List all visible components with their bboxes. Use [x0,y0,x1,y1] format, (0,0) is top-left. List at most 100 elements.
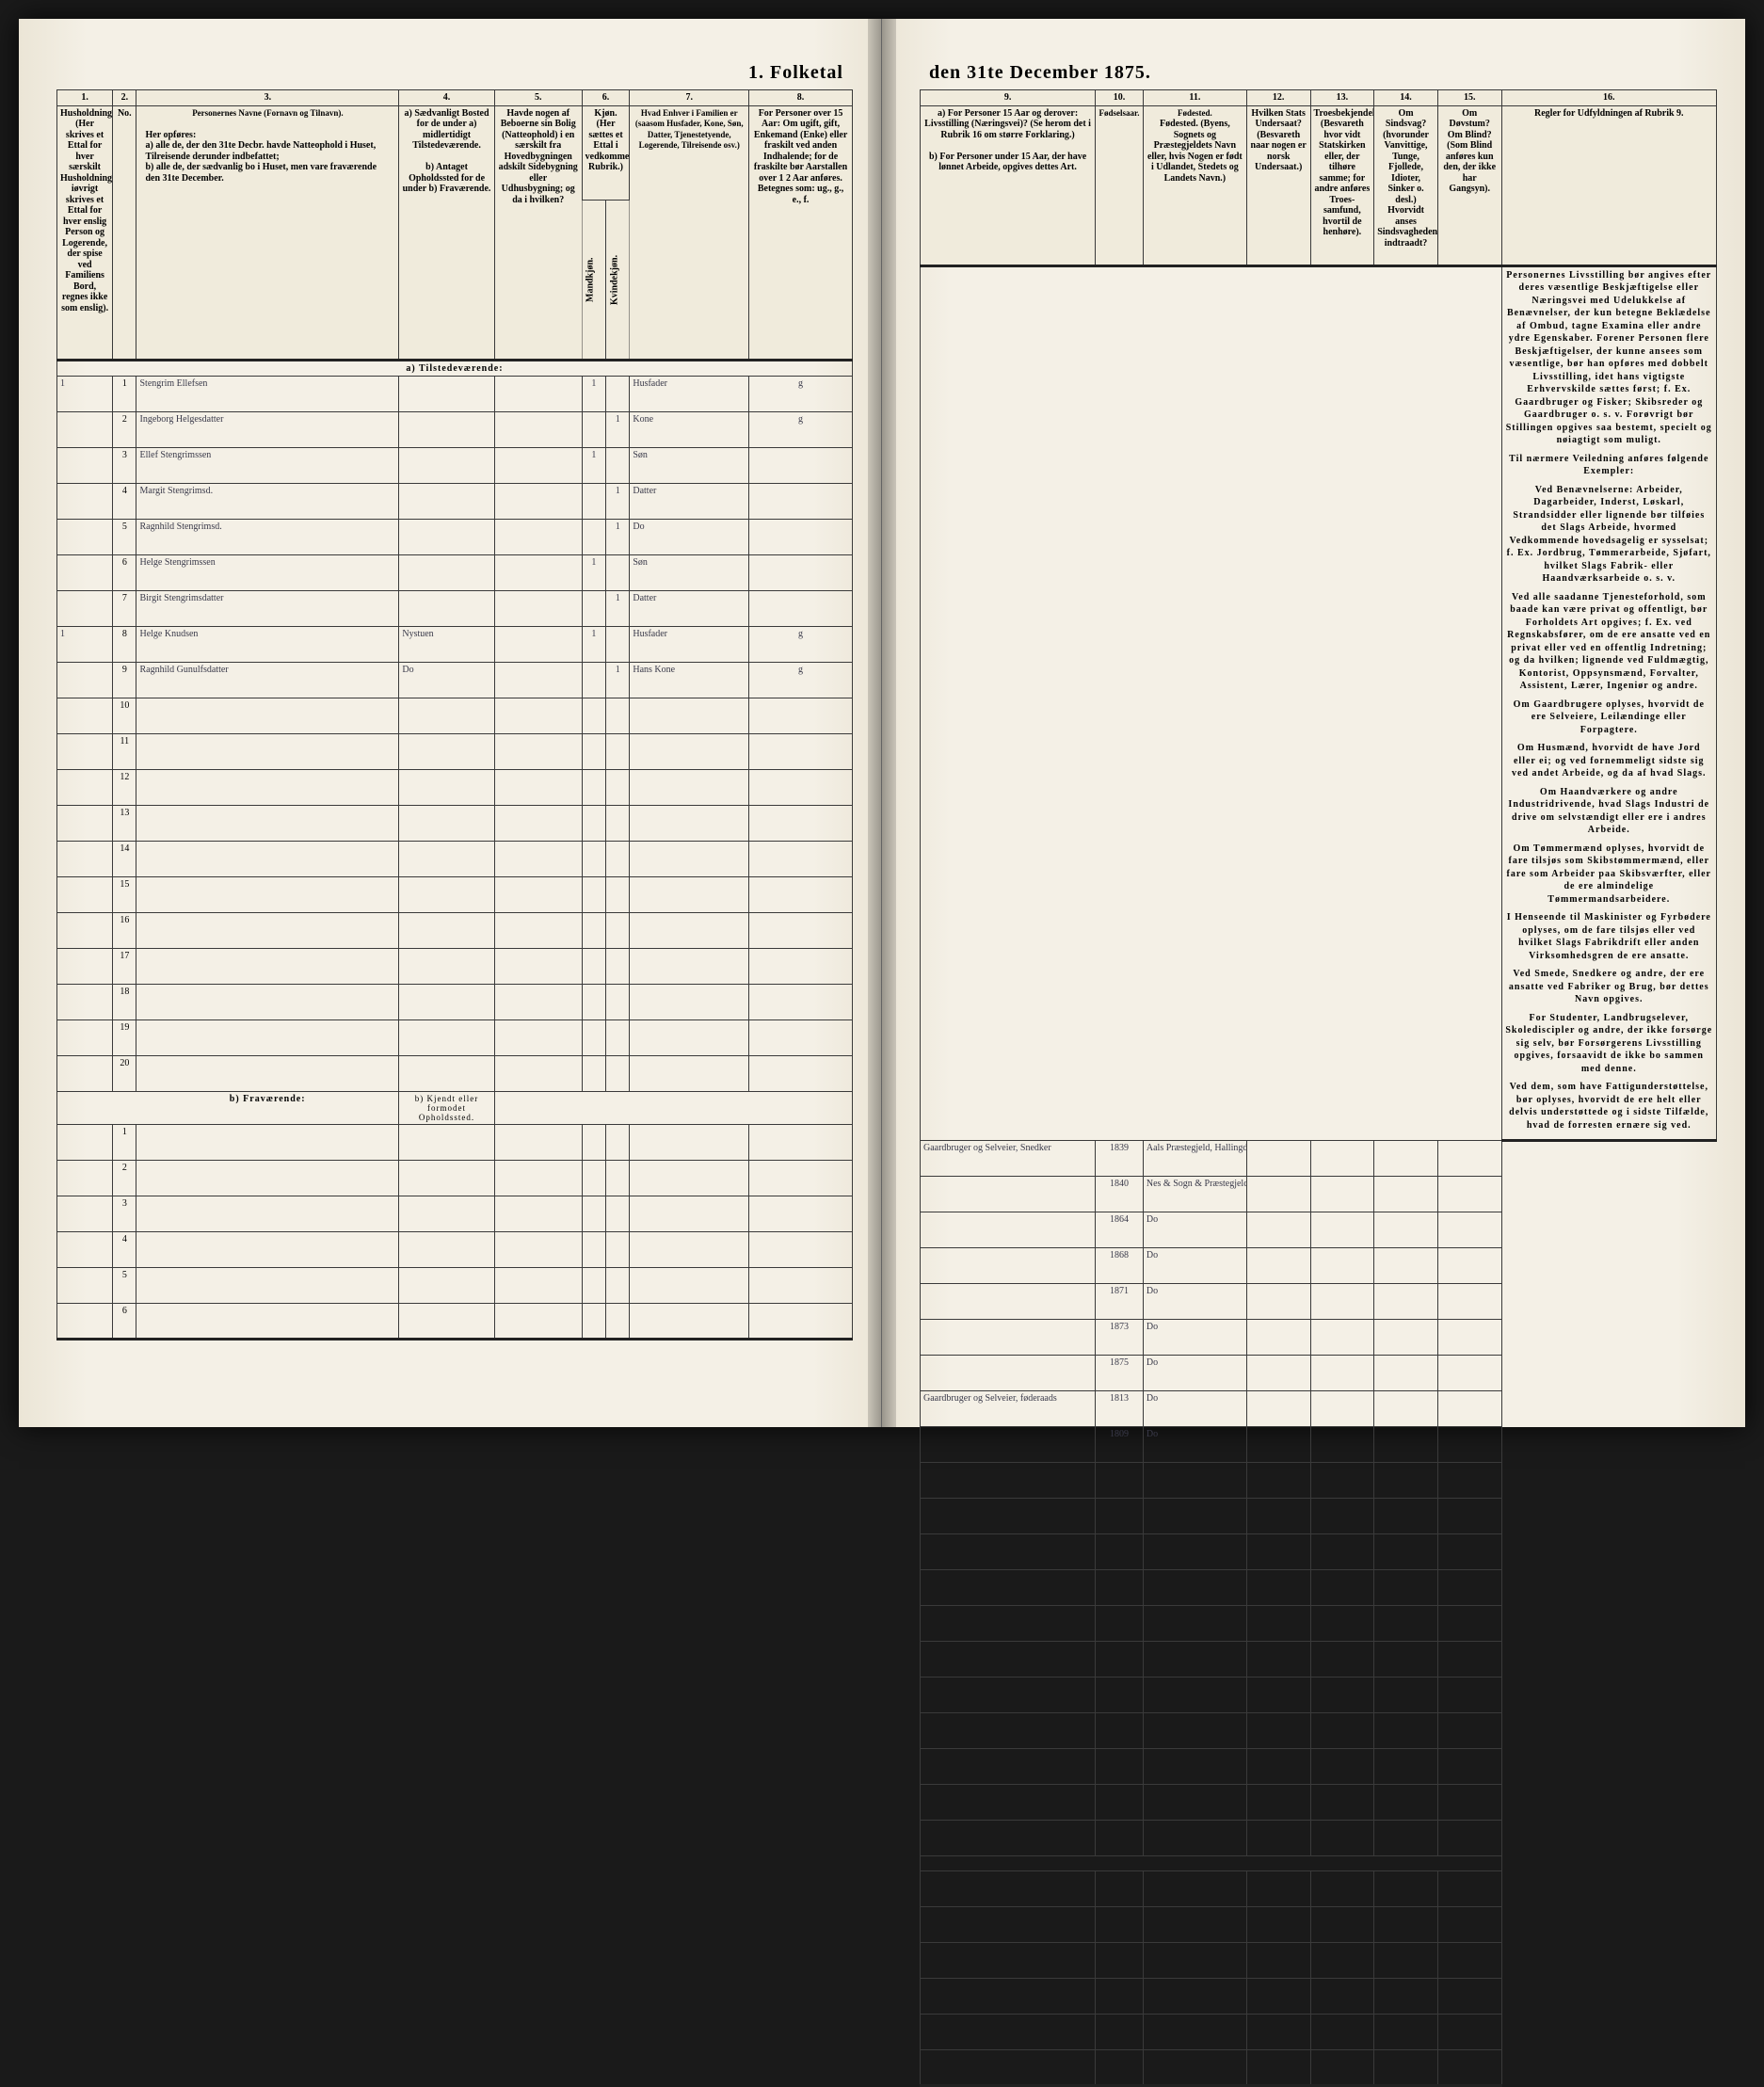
coln-4: 4. [399,90,494,106]
cell-no: 2 [113,1160,136,1196]
table-row [921,1821,1717,1856]
section-b-text: b) Fraværende: [136,1091,399,1124]
cell-ms: g [749,411,853,447]
table-row: 3 [57,1196,853,1231]
cell-c5 [494,626,582,662]
cell-ms [749,554,853,590]
table-row: 5 [57,1267,853,1303]
cell-sex-m: 1 [582,447,605,483]
table-row: 1873Do [921,1320,1717,1356]
cell-no: 1 [113,376,136,411]
cell-name: Margit Stengrimsd. [136,483,399,519]
cell-no: 6 [113,554,136,590]
cell-name: Ragnhild Stengrimsd. [136,519,399,554]
cell-no: 20 [113,1055,136,1091]
cell-c15 [1437,1248,1501,1284]
coln-12: 12. [1246,90,1310,106]
cell-c13 [1310,1212,1374,1248]
rules-paragraph: Ved dem, som have Fattigunderstøttelse, … [1505,1081,1713,1132]
hdr-2: No. [113,105,136,360]
cell-c14 [1374,1248,1438,1284]
table-row: 9Ragnhild GunulfsdatterDo1Hans Koneg [57,662,853,698]
cell-c14 [1374,1141,1438,1177]
cell-no: 13 [113,805,136,841]
census-book: 1. Folketal 1. 2. 3. 4. 5. 6. 7. 8. Hush… [19,19,1745,1427]
section-b-right: b) Kjendt eller formodet Opholdssted. [399,1091,494,1124]
section-b-row: b) Fraværende: b) Kjendt eller formodet … [57,1091,853,1124]
table-row: 11Stengrim Ellefsen1Husfaderg [57,376,853,411]
cell-c5 [494,376,582,411]
hdr-6a: Mandkjøn. [582,200,605,360]
table-row: 14 [57,841,853,876]
table-row: 1868Do [921,1248,1717,1284]
hdr-4: a) Sædvanligt Bosted for de under a) mid… [399,105,494,360]
cell-c13 [1310,1141,1374,1177]
table-row [921,1534,1717,1570]
table-row: 7Birgit Stengrimsdatter1Datter [57,590,853,626]
cell-occ [921,1356,1096,1391]
cell-c4 [399,376,494,411]
table-row [921,2050,1717,2086]
cell-c15 [1437,1141,1501,1177]
rules-paragraph: Om Husmænd, hvorvidt de have Jord eller … [1505,742,1713,780]
cell-sex-k: 1 [606,662,630,698]
table-row [921,1785,1717,1821]
table-row: 16 [57,912,853,948]
cell-hh [57,554,113,590]
hdr-3-title: Personernes Navne (Fornavn og Tilnavn). [192,108,343,118]
cell-sex-k [606,626,630,662]
cell-place: Do [1143,1284,1246,1320]
table-row [921,1678,1717,1713]
cell-sex-m: 1 [582,554,605,590]
cell-no: 9 [113,662,136,698]
coln-13: 13. [1310,90,1374,106]
cell-sex-k [606,376,630,411]
cell-c12 [1246,1427,1310,1463]
hdr-3: Personernes Navne (Fornavn og Tilnavn). … [136,105,399,360]
cell-c5 [494,554,582,590]
cell-c5 [494,447,582,483]
hdr-5: Havde nogen af Beboerne sin Bolig (Natte… [494,105,582,360]
table-row [921,2015,1717,2050]
rules-column: Personernes Livsstilling bør angives eft… [1501,265,1716,1141]
cell-rel: Husfader [630,626,749,662]
cell-name: Ellef Stengrimssen [136,447,399,483]
coln-15: 15. [1437,90,1501,106]
cell-place: Aals Præstegjeld, Hallingdal [1143,1141,1246,1177]
table-row [921,1570,1717,1606]
hdr-13: Troesbekjendelse. (Besvareth hvor vidt S… [1310,105,1374,265]
table-row: 20 [57,1055,853,1091]
hdr-4a: a) Sædvanligt Bosted for de under a) mid… [405,108,489,152]
cell-c5 [494,519,582,554]
cell-no: 16 [113,912,136,948]
cell-year: 1840 [1096,1177,1144,1212]
hdr-4b: b) Antaget Opholdssted for de under b) F… [403,162,491,194]
right-page: den 31te December 1875. 9. 10. 11. 12. 1… [882,19,1745,1427]
cell-ms [749,447,853,483]
cell-c4 [399,554,494,590]
cell-c5 [494,411,582,447]
cell-c15 [1437,1284,1501,1320]
table-row: 12 [57,769,853,805]
cell-name: Stengrim Ellefsen [136,376,399,411]
cell-c4 [399,519,494,554]
cell-ms [749,483,853,519]
cell-c12 [1246,1212,1310,1248]
cell-c13 [1310,1391,1374,1427]
cell-sex-m [582,590,605,626]
table-row [921,1749,1717,1785]
hdr-9a: a) For Personer 15 Aar og derover: Livss… [924,108,1091,140]
cell-sex-m [582,411,605,447]
cell-year: 1809 [1096,1427,1144,1463]
cell-c12 [1246,1284,1310,1320]
table-row: 1 [57,1124,853,1160]
cell-c15 [1437,1212,1501,1248]
hdr-11: Fødested.Fødested. (Byens, Sognets og Pr… [1143,105,1246,265]
cell-place: Nes & Sogn & Præstegjeld [1143,1177,1246,1212]
coln-2: 2. [113,90,136,106]
table-row: 1840Nes & Sogn & Præstegjeld [921,1177,1717,1212]
cell-rel: Datter [630,483,749,519]
table-row: Gaardbruger og Selveier, Snedker1839Aals… [921,1141,1717,1177]
hdr-3-body: Her opføres: a) alle de, der den 31te De… [139,130,395,185]
rules-paragraph: Ved Smede, Snedkere og andre, der ere an… [1505,968,1713,1006]
